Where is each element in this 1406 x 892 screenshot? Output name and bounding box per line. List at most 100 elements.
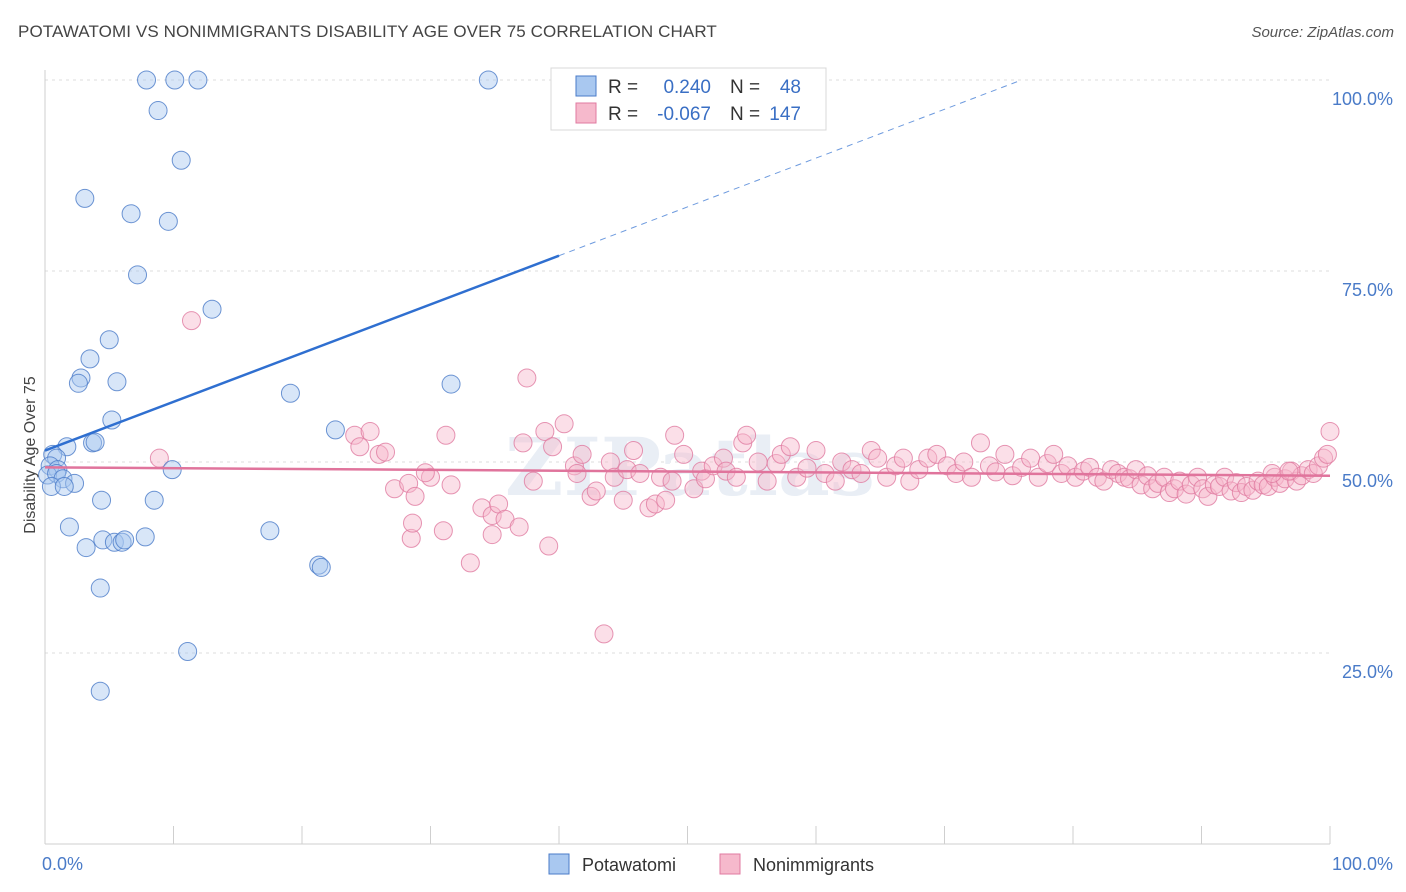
data-point: [188, 70, 208, 90]
data-point: [748, 452, 768, 472]
data-point: [59, 517, 79, 537]
bottom-legend: Potawatomi Nonimmigrants: [548, 853, 874, 875]
data-point: [350, 437, 370, 457]
data-point: [460, 553, 480, 573]
data-point: [523, 471, 543, 491]
y-tick-label: 50.0%: [1342, 471, 1393, 491]
data-point: [75, 188, 95, 208]
data-point: [309, 555, 329, 575]
data-point: [543, 437, 563, 457]
data-point: [1037, 454, 1057, 474]
y-tick-label: 100.0%: [1332, 89, 1393, 109]
data-point: [148, 101, 168, 121]
data-point: [995, 444, 1015, 464]
data-point: [703, 456, 723, 476]
data-point: [165, 70, 185, 90]
data-point: [1320, 421, 1340, 441]
bottom-legend-swatch: [548, 853, 570, 875]
data-point: [594, 624, 614, 644]
data-point: [757, 471, 777, 491]
data-point: [405, 486, 425, 506]
data-point: [1080, 457, 1100, 477]
data-point: [360, 421, 380, 441]
x-tick-label: 100.0%: [1332, 854, 1393, 874]
data-point: [85, 432, 105, 452]
data-point: [832, 452, 852, 472]
legend-n-value: 48: [780, 77, 801, 98]
data-point: [53, 469, 73, 489]
data-point: [1066, 467, 1086, 487]
series-layer: [38, 70, 1340, 701]
data-point: [1131, 475, 1151, 495]
data-point: [1243, 480, 1263, 500]
data-point: [1188, 467, 1208, 487]
data-point: [780, 437, 800, 457]
data-point: [415, 463, 435, 483]
data-point: [1044, 444, 1064, 464]
data-point: [886, 456, 906, 476]
source-label: Source: ZipAtlas.com: [1251, 24, 1394, 41]
watermark: ZIPatlas: [505, 420, 875, 514]
legend-r-value: -0.067: [657, 104, 711, 125]
data-point: [624, 441, 644, 461]
data-point: [674, 444, 694, 464]
data-point: [1226, 473, 1246, 493]
legend-n-label: N =: [730, 77, 760, 98]
legend-n-label: N =: [730, 104, 760, 125]
data-point: [121, 204, 141, 224]
data-point: [539, 536, 559, 556]
data-point: [80, 349, 100, 369]
data-point: [482, 505, 502, 525]
legend: R = 0.240 N = 48 R = -0.067 N = 147: [550, 67, 827, 131]
data-point: [1021, 448, 1041, 468]
data-point: [665, 425, 685, 445]
data-point: [403, 513, 423, 533]
gridlines: 25.0% 50.0% 75.0% 100.0%: [45, 79, 1393, 682]
data-point: [482, 525, 502, 545]
data-point: [1262, 463, 1282, 483]
data-point: [825, 471, 845, 491]
chart-title: POTAWATOMI VS NONIMMIGRANTS DISABILITY A…: [18, 22, 717, 41]
data-point: [567, 463, 587, 483]
data-point: [144, 490, 164, 510]
legend-r-label: R =: [608, 77, 638, 98]
trend-line-potawatomi: [44, 254, 560, 452]
data-point: [986, 462, 1006, 482]
data-point: [617, 460, 637, 480]
trend-line-nonimmigrants: [44, 466, 1331, 478]
data-point: [178, 641, 198, 661]
x-tick-label: 0.0%: [42, 854, 83, 874]
data-point: [433, 521, 453, 541]
data-point: [158, 211, 178, 231]
data-point: [797, 458, 817, 478]
data-point: [517, 368, 537, 388]
legend-r-value: 0.240: [663, 77, 711, 98]
data-point: [581, 486, 601, 506]
data-point: [107, 372, 127, 392]
data-point: [280, 383, 300, 403]
series-potawatomi: [38, 70, 498, 701]
data-point: [345, 425, 365, 445]
data-point: [954, 452, 974, 472]
data-point: [202, 299, 222, 319]
trend-extension: [558, 79, 1022, 257]
data-point: [478, 70, 498, 90]
data-point: [1317, 444, 1337, 464]
data-point: [112, 532, 132, 552]
data-point: [162, 460, 182, 480]
data-point: [401, 528, 421, 548]
bottom-legend-swatch: [719, 853, 741, 875]
trend-layer: [44, 79, 1331, 478]
data-point: [861, 441, 881, 461]
data-point: [1298, 460, 1318, 480]
data-point: [181, 311, 201, 331]
y-tick-label: 25.0%: [1342, 662, 1393, 682]
data-point: [656, 490, 676, 510]
legend-r-label: R =: [608, 104, 638, 125]
data-point: [54, 476, 74, 496]
data-point: [71, 368, 91, 388]
data-point: [128, 265, 148, 285]
data-point: [436, 425, 456, 445]
data-point: [135, 527, 155, 547]
